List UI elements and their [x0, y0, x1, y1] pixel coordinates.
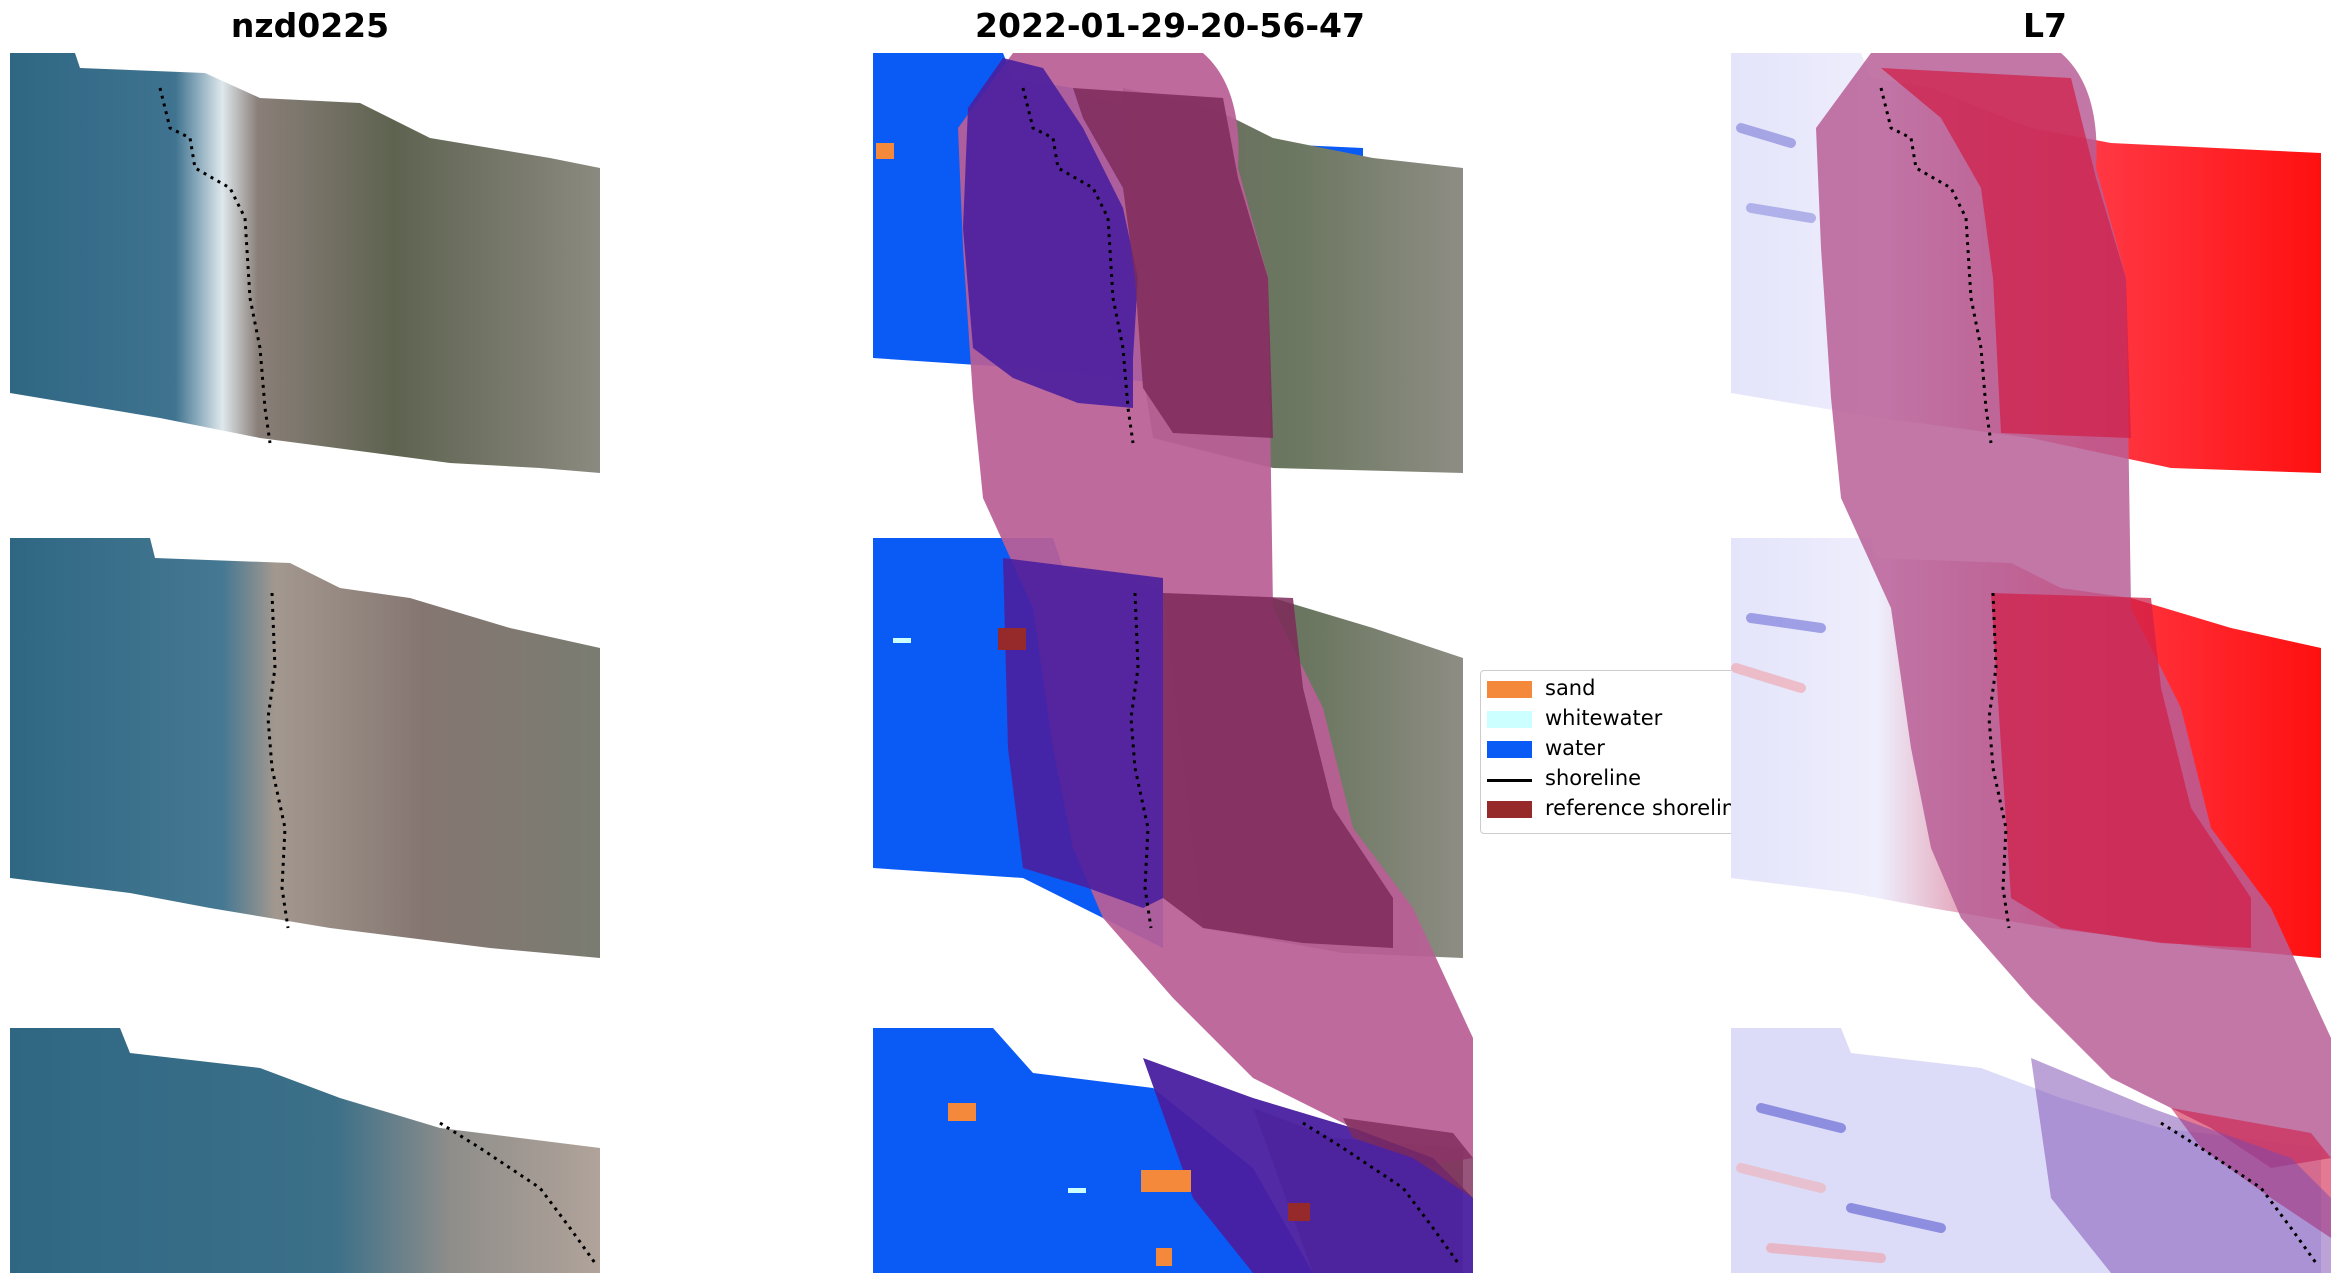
shoreline-top [158, 87, 272, 444]
legend-label: whitewater [1545, 706, 1663, 730]
image-strip-middle [10, 538, 600, 958]
panel-title-rgb: nzd0225 [230, 6, 390, 45]
wave-streak [1756, 1103, 1846, 1133]
wave-streak [1746, 613, 1826, 633]
wave-streak [1846, 1203, 1946, 1233]
reference-shoreline-patch [998, 628, 1026, 650]
legend: sand whitewater water shoreline referenc… [1480, 670, 1734, 834]
classified-image-panel [873, 53, 1473, 1273]
legend-item-reference-shoreline: reference shoreline [1481, 795, 1734, 825]
shoreline-swatch [1487, 779, 1532, 782]
sand-patch [1156, 1248, 1172, 1266]
wave-texture [1731, 123, 1946, 1263]
shoreline-middle [1987, 592, 2011, 929]
shoreline-bottom [2160, 1121, 2318, 1264]
panel-title-sensor: L7 [2023, 6, 2067, 45]
land-in-buffer-middle [1163, 593, 1393, 948]
legend-item-water: water [1481, 735, 1733, 765]
image-strip-bottom [10, 1028, 600, 1273]
legend-item-sand: sand [1481, 675, 1733, 705]
image-strip-top [10, 53, 600, 473]
whitewater-patch [1068, 1188, 1086, 1193]
shoreline-top [1021, 87, 1135, 444]
legend-label: reference shoreline [1545, 796, 1734, 820]
water-in-buffer-top [963, 58, 1138, 408]
wave-streak [1746, 203, 1816, 223]
wave-streak [1736, 1163, 1826, 1193]
water-in-buffer-bottom [1143, 1058, 1473, 1273]
land-in-buffer [1881, 68, 2131, 438]
legend-label: water [1545, 736, 1605, 760]
sand-swatch [1487, 681, 1532, 698]
whitewater-swatch [1487, 711, 1532, 728]
land-in-buffer-top [1073, 88, 1273, 438]
shoreline-middle [1129, 592, 1153, 929]
sand-patch [876, 143, 894, 159]
water-in-buffer [2031, 1058, 2331, 1273]
water-in-buffer-middle [1003, 558, 1163, 908]
sand-patch [1141, 1170, 1191, 1192]
legend-label: sand [1545, 676, 1596, 700]
legend-item-whitewater: whitewater [1481, 705, 1733, 735]
rgb-image-panel [10, 53, 600, 1273]
reference-shoreline-swatch [1487, 801, 1532, 818]
legend-label: shoreline [1545, 766, 1642, 790]
water-class-bottom [873, 1028, 1313, 1273]
water-index-panel [1731, 53, 2331, 1273]
wave-streak [1731, 663, 1806, 693]
shoreline-top [1879, 87, 1993, 444]
wave-streak [1736, 123, 1796, 148]
shoreline-bottom [1302, 1121, 1460, 1264]
sand-patch [948, 1103, 976, 1121]
legend-item-shoreline: shoreline [1481, 765, 1733, 795]
shoreline-middle [266, 592, 290, 929]
reference-shoreline-patch [1288, 1203, 1310, 1221]
land-in-buffer-bottom [1343, 1118, 1473, 1198]
wave-streak [1766, 1243, 1886, 1263]
whitewater-patch [893, 638, 911, 643]
water-swatch [1487, 741, 1532, 758]
shoreline-bottom [439, 1121, 597, 1264]
land-in-buffer [1991, 593, 2251, 948]
panel-title-date: 2022-01-29-20-56-47 [975, 6, 1365, 45]
